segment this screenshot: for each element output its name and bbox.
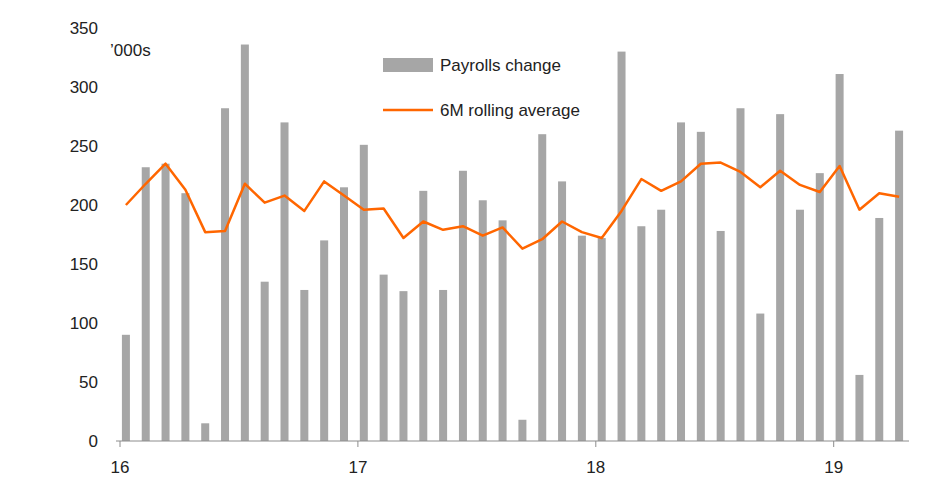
y-tick-label: 350 (70, 19, 98, 38)
bar (618, 52, 626, 441)
bar (340, 187, 348, 441)
bar (459, 171, 467, 441)
bar (439, 290, 447, 441)
bar (836, 74, 844, 441)
plot-marks (122, 45, 903, 441)
y-tick-label: 300 (70, 78, 98, 97)
legend-label: Payrolls change (440, 56, 561, 75)
y-tick-label: 100 (70, 314, 98, 333)
y-tick-label: 0 (89, 432, 98, 451)
y-tick-label: 50 (79, 373, 98, 392)
bar (855, 375, 863, 441)
bar (300, 290, 308, 441)
bar (736, 108, 744, 441)
bar (895, 131, 903, 441)
y-axis-label: ’000s (110, 41, 151, 60)
legend-label: 6M rolling average (440, 101, 580, 120)
bar (816, 173, 824, 441)
bar (162, 164, 170, 441)
bar (657, 210, 665, 441)
bar (796, 210, 804, 441)
bar (380, 275, 388, 441)
x-tick (595, 441, 596, 447)
bar (122, 335, 130, 441)
bar (201, 423, 209, 441)
y-tick-label: 150 (70, 255, 98, 274)
x-tick (357, 441, 358, 447)
bar (578, 236, 586, 441)
x-tick-label: 16 (111, 458, 130, 477)
x-tick (120, 441, 121, 447)
bar (419, 191, 427, 441)
bar (756, 314, 764, 441)
bar (717, 231, 725, 441)
bar (281, 122, 289, 441)
x-axis (116, 441, 909, 442)
bar (518, 420, 526, 441)
bar (261, 282, 269, 441)
bar (399, 291, 407, 441)
bar (181, 193, 189, 441)
bar (875, 218, 883, 441)
bar (320, 240, 328, 441)
bar (776, 114, 784, 441)
legend-swatch (383, 58, 433, 72)
bar (598, 238, 606, 441)
bar (241, 45, 249, 441)
y-tick-label: 200 (70, 196, 98, 215)
bar (637, 226, 645, 441)
x-tick-label: 18 (586, 458, 605, 477)
bar (538, 134, 546, 441)
chart: 0 50 100 150 200 250 300 350 ’000s 16 17 18 19 Payrol… (0, 0, 952, 491)
bar (221, 108, 229, 441)
bar (677, 122, 685, 441)
x-tick (833, 441, 834, 447)
y-tick-label: 250 (70, 137, 98, 156)
bar (499, 220, 507, 441)
bar (360, 145, 368, 441)
legend-swatch (383, 109, 433, 112)
bar (142, 167, 150, 441)
x-tick-label: 19 (824, 458, 843, 477)
bar (697, 132, 705, 441)
x-tick-label: 17 (348, 458, 367, 477)
line (126, 163, 899, 249)
